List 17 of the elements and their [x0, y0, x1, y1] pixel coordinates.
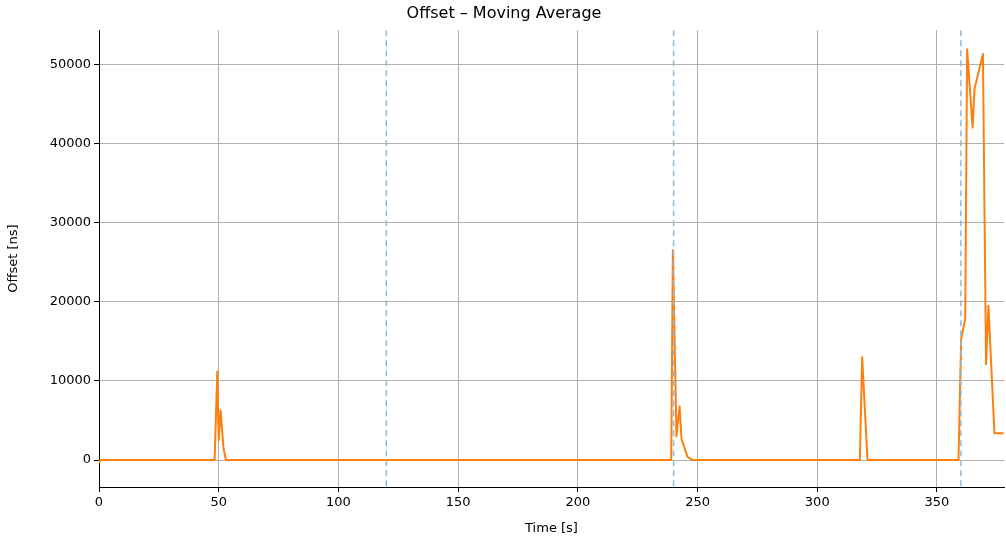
y-tick-label: 20000	[49, 293, 91, 309]
x-tick-label: 350	[924, 494, 950, 510]
y-tick-label: 40000	[49, 134, 91, 150]
x-axis-title: Time [s]	[524, 519, 578, 535]
x-tick-label: 200	[565, 494, 591, 510]
x-tick-label: 100	[326, 494, 351, 510]
x-tick-label: 250	[685, 494, 710, 510]
y-tick-label: 50000	[49, 55, 91, 71]
chart-title: Offset – Moving Average	[406, 2, 602, 22]
x-tick-label: 0	[94, 494, 104, 510]
x-tick-label: 50	[210, 494, 227, 510]
y-axis-title: Offset [ns]	[5, 224, 21, 293]
y-tick-label: 30000	[49, 213, 91, 229]
x-tick-label: 150	[445, 494, 471, 510]
y-tick-label: 10000	[49, 372, 91, 388]
x-tick-label: 300	[804, 494, 830, 510]
y-tick-label: 0	[82, 451, 91, 467]
